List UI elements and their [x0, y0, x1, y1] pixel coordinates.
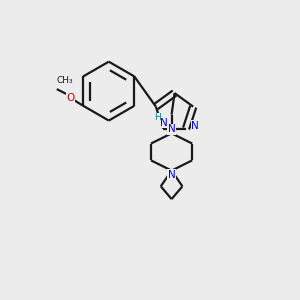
Text: H: H — [154, 113, 160, 122]
Text: N: N — [160, 118, 168, 128]
Text: N: N — [191, 121, 199, 130]
Text: N: N — [168, 124, 176, 134]
Text: N: N — [168, 169, 176, 179]
Text: O: O — [66, 93, 75, 103]
Text: CH₃: CH₃ — [56, 76, 73, 85]
